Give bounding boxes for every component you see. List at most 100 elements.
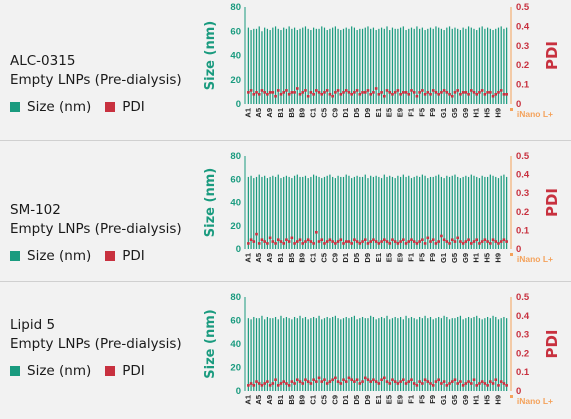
y2-tick-label: 0.3 bbox=[516, 41, 529, 52]
size-bar bbox=[506, 318, 508, 391]
pdi-point bbox=[315, 230, 318, 234]
y2-tick-label: 0.5 bbox=[516, 151, 530, 162]
size-bar bbox=[503, 28, 505, 104]
pdi-point bbox=[274, 94, 277, 98]
size-bar bbox=[293, 27, 296, 104]
pdi-point bbox=[306, 94, 310, 98]
pdi-point bbox=[255, 232, 258, 236]
size-bar bbox=[253, 28, 255, 104]
panel-2: SM-102 Empty LNPs (Pre-dialysis) Size (n… bbox=[0, 141, 571, 281]
pdi-point bbox=[459, 240, 462, 243]
x-tick-label: H1 bbox=[472, 395, 481, 405]
y2-tick-label: 0.1 bbox=[516, 225, 530, 236]
size-bar bbox=[321, 319, 323, 391]
x-tick-label: B1 bbox=[276, 253, 285, 263]
pdi-point bbox=[325, 382, 329, 385]
panel-3-subtitle: Empty LNPs (Pre-dialysis) bbox=[10, 336, 182, 352]
size-bar bbox=[304, 175, 307, 249]
pdi-point bbox=[276, 89, 280, 92]
y2-tick-label: 0.4 bbox=[516, 311, 530, 322]
size-bar bbox=[380, 316, 383, 391]
y2-axis-label: PDI bbox=[543, 41, 561, 70]
pdi-point bbox=[252, 384, 256, 387]
size-bar bbox=[361, 176, 364, 249]
pdi-point bbox=[293, 242, 296, 245]
pdi-point bbox=[361, 240, 364, 243]
x-tick-label: A5 bbox=[254, 395, 263, 405]
size-bar bbox=[329, 318, 331, 391]
size-bar bbox=[383, 318, 385, 391]
x-tick-label: H5 bbox=[483, 253, 492, 263]
pdi-point bbox=[478, 382, 481, 385]
pdi-point bbox=[450, 238, 454, 241]
size-bar bbox=[342, 28, 345, 104]
pdi-point bbox=[483, 382, 487, 385]
y2-axis-label: PDI bbox=[543, 188, 561, 217]
x-tick-label: E5 bbox=[385, 108, 394, 117]
size-bar bbox=[465, 318, 467, 391]
pdi-point bbox=[334, 91, 337, 94]
size-bar bbox=[413, 28, 415, 104]
pdi-point bbox=[415, 384, 419, 387]
pdi-point bbox=[423, 378, 427, 382]
pdi-point bbox=[459, 93, 462, 96]
x-tick-label: E9 bbox=[396, 395, 405, 404]
pdi-point bbox=[399, 380, 402, 383]
pdi-point bbox=[247, 91, 250, 94]
size-bar bbox=[416, 175, 418, 249]
pdi-point bbox=[279, 240, 283, 243]
size-bar bbox=[340, 176, 342, 249]
panel-2-label: SM-102 Empty LNPs (Pre-dialysis) Size (n… bbox=[10, 201, 182, 264]
size-bar bbox=[427, 178, 429, 249]
size-bar bbox=[435, 318, 437, 391]
pdi-point bbox=[434, 242, 438, 245]
x-tick-label: E1 bbox=[374, 253, 383, 262]
panel-2-legend: Size (nm) PDI bbox=[10, 248, 182, 264]
pdi-point bbox=[502, 238, 506, 241]
x-tick-label: D9 bbox=[363, 108, 372, 118]
pdi-point bbox=[342, 378, 345, 382]
pdi-point bbox=[339, 382, 343, 385]
size-bar bbox=[250, 319, 252, 391]
panel-3: Lipid 5 Empty LNPs (Pre-dialysis) Size (… bbox=[0, 282, 571, 419]
size-bar bbox=[454, 27, 456, 104]
size-bar bbox=[364, 27, 366, 104]
x-tick-label: D9 bbox=[363, 253, 372, 263]
y-tick-label: 40 bbox=[230, 339, 241, 350]
size-bar bbox=[351, 178, 353, 249]
pdi-point bbox=[412, 240, 416, 243]
pdi-point bbox=[393, 240, 397, 243]
size-bar bbox=[321, 26, 323, 104]
pdi-point bbox=[464, 91, 468, 94]
pdi-point bbox=[369, 93, 372, 96]
x-tick-label: A9 bbox=[265, 395, 274, 405]
size-bar bbox=[277, 319, 279, 391]
size-bar bbox=[487, 176, 489, 249]
pdi-point bbox=[491, 238, 495, 241]
y2-tick-label: 0 bbox=[516, 386, 521, 397]
x-tick-label: C9 bbox=[330, 395, 339, 405]
pdi-point bbox=[296, 240, 299, 243]
size-bar bbox=[361, 316, 364, 391]
x-tick-label: C5 bbox=[320, 395, 329, 405]
pdi-point bbox=[434, 91, 438, 94]
size-bar bbox=[386, 26, 388, 104]
pdi-point bbox=[383, 94, 386, 98]
x-tick-label: F5 bbox=[417, 395, 426, 404]
size-bar bbox=[448, 319, 451, 391]
size-bar bbox=[489, 28, 491, 104]
x-tick-label: H5 bbox=[483, 108, 492, 118]
pdi-point bbox=[374, 240, 378, 243]
pdi-point bbox=[260, 238, 264, 241]
pdi-point bbox=[453, 240, 457, 243]
pdi-point bbox=[494, 240, 498, 243]
pdi-point bbox=[450, 380, 454, 383]
size-bar bbox=[386, 176, 388, 249]
size-bar bbox=[361, 28, 364, 104]
pdi-point bbox=[285, 238, 288, 241]
x-tick-label: G1 bbox=[439, 395, 448, 405]
pdi-point bbox=[410, 378, 413, 382]
size-bar bbox=[313, 27, 315, 104]
x-tick-label: G5 bbox=[450, 108, 459, 118]
pdi-point bbox=[470, 382, 473, 385]
